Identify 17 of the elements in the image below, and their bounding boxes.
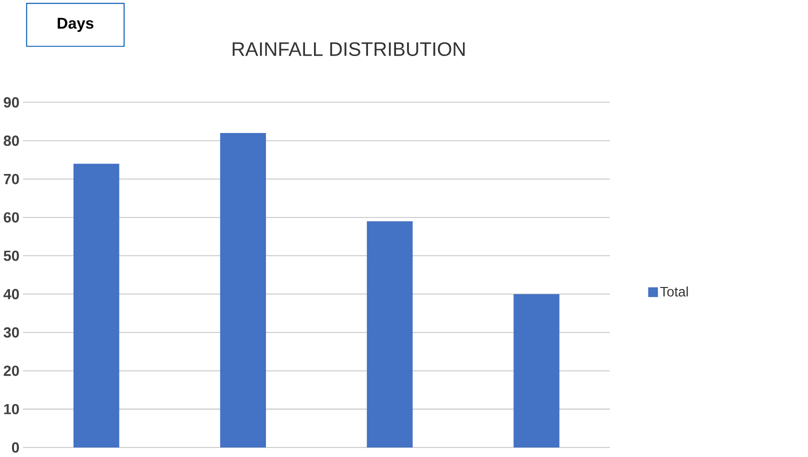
legend-label: Total xyxy=(660,286,688,296)
y-tick-label: 30 xyxy=(4,327,19,338)
y-tick-label: 0 xyxy=(12,442,19,453)
y-tick-label: 20 xyxy=(4,365,19,376)
y-tick-label: 80 xyxy=(4,135,19,146)
bar xyxy=(220,132,266,448)
y-tick-label: 60 xyxy=(4,212,19,222)
y-axis-title: Days xyxy=(58,18,94,32)
y-tick-label: 10 xyxy=(4,404,19,414)
y-tick-label: 70 xyxy=(4,174,19,184)
bar xyxy=(366,221,413,448)
y-tick-label: 90 xyxy=(4,97,19,108)
bar xyxy=(73,164,120,448)
y-tick-label: 50 xyxy=(4,250,19,261)
chart-title: RAINFALL DISTRIBUTION xyxy=(232,42,465,56)
y-tick-label: 40 xyxy=(3,288,19,300)
bar xyxy=(514,294,560,448)
